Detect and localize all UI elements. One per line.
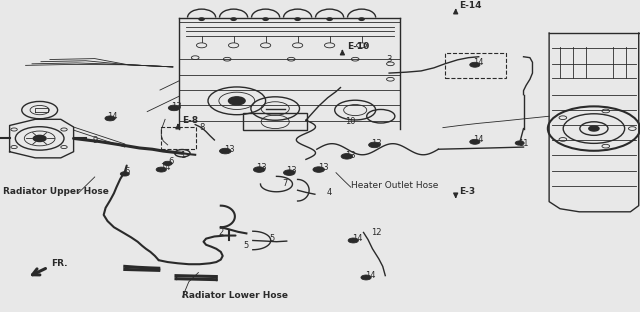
Circle shape xyxy=(470,139,480,144)
Text: 5: 5 xyxy=(269,234,275,243)
Circle shape xyxy=(120,172,129,176)
Text: E-8: E-8 xyxy=(182,115,198,124)
Text: 14: 14 xyxy=(107,112,117,121)
Text: 12: 12 xyxy=(371,228,381,237)
Circle shape xyxy=(348,238,358,243)
Text: FR.: FR. xyxy=(51,259,68,268)
Text: 14: 14 xyxy=(474,135,484,144)
Text: Radiator Lower Hose: Radiator Lower Hose xyxy=(182,291,289,300)
Bar xyxy=(243,113,307,130)
Circle shape xyxy=(589,126,599,131)
Text: E-10: E-10 xyxy=(347,41,369,51)
Bar xyxy=(161,127,196,149)
Text: 1: 1 xyxy=(180,151,185,160)
Circle shape xyxy=(515,141,524,145)
Circle shape xyxy=(163,161,172,166)
Text: 13: 13 xyxy=(286,166,296,175)
Text: 11: 11 xyxy=(518,139,529,148)
Text: 6: 6 xyxy=(169,157,174,166)
Text: 4: 4 xyxy=(327,188,332,197)
Circle shape xyxy=(263,18,268,20)
Text: 14: 14 xyxy=(160,163,170,172)
Text: 3: 3 xyxy=(387,55,392,64)
Circle shape xyxy=(220,148,231,154)
Circle shape xyxy=(327,18,332,20)
Circle shape xyxy=(228,97,245,105)
Text: 13: 13 xyxy=(224,145,234,154)
Circle shape xyxy=(168,105,180,111)
Text: 13: 13 xyxy=(171,102,181,110)
Circle shape xyxy=(369,142,380,148)
Circle shape xyxy=(359,18,364,20)
Text: 10: 10 xyxy=(346,117,356,126)
Text: 7: 7 xyxy=(282,179,287,188)
Text: 13: 13 xyxy=(371,139,381,148)
Bar xyxy=(445,53,506,78)
Circle shape xyxy=(341,154,353,159)
Circle shape xyxy=(295,18,300,20)
Text: 13: 13 xyxy=(346,151,356,160)
Text: E-3: E-3 xyxy=(460,188,476,196)
Text: 13: 13 xyxy=(256,163,266,172)
Polygon shape xyxy=(10,119,74,158)
Text: 9: 9 xyxy=(92,136,97,145)
Text: Radiator Upper Hose: Radiator Upper Hose xyxy=(3,188,109,196)
Circle shape xyxy=(284,170,295,175)
Text: 14: 14 xyxy=(352,234,362,243)
Text: 5: 5 xyxy=(244,241,249,250)
Text: 6: 6 xyxy=(124,167,129,176)
Circle shape xyxy=(313,167,324,172)
Circle shape xyxy=(361,275,371,280)
Circle shape xyxy=(470,62,480,67)
Circle shape xyxy=(253,167,265,172)
Text: E-14: E-14 xyxy=(460,2,482,11)
Text: Heater Outlet Hose: Heater Outlet Hose xyxy=(351,181,438,190)
Text: 14: 14 xyxy=(365,271,375,280)
Text: 14: 14 xyxy=(474,58,484,67)
Text: 13: 13 xyxy=(318,163,328,172)
Circle shape xyxy=(199,18,204,20)
Circle shape xyxy=(231,18,236,20)
Text: 2: 2 xyxy=(218,228,223,237)
Text: 8: 8 xyxy=(199,123,204,132)
Circle shape xyxy=(105,116,115,121)
Polygon shape xyxy=(549,33,639,212)
Circle shape xyxy=(33,135,46,142)
Circle shape xyxy=(156,167,166,172)
